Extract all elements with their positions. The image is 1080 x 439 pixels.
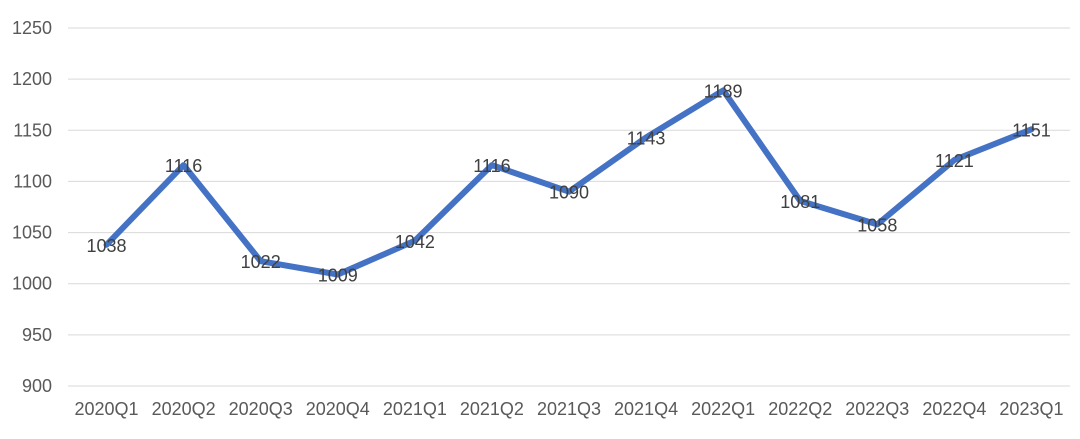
- x-tick-label: 2022Q2: [768, 399, 832, 419]
- y-tick-label: 1150: [13, 120, 52, 140]
- y-tick-label: 1250: [12, 18, 52, 38]
- series-line-0: [103, 87, 1035, 278]
- x-tick-label: 2021Q4: [614, 399, 678, 419]
- y-tick-label: 1200: [12, 69, 52, 89]
- data-label: 1038: [87, 236, 127, 256]
- y-tick-label: 1100: [13, 171, 52, 191]
- series-lines: [103, 87, 1035, 278]
- x-tick-label: 2022Q4: [922, 399, 986, 419]
- y-tick-label: 950: [22, 325, 52, 345]
- data-label: 1116: [473, 156, 510, 176]
- data-label: 1189: [704, 81, 743, 101]
- x-tick-label: 2020Q2: [152, 399, 216, 419]
- data-label: 1058: [857, 215, 897, 235]
- data-label: 1009: [318, 266, 358, 286]
- x-tick-label: 2021Q2: [460, 399, 524, 419]
- y-axis-tick-labels: 900 950 1000 1050 1100 1150 1200 1250: [12, 18, 52, 396]
- data-label: 1090: [549, 183, 589, 203]
- data-label: 1022: [241, 252, 281, 272]
- data-label: 1143: [627, 128, 666, 148]
- x-tick-label: 2022Q3: [845, 399, 909, 419]
- x-tick-label: 2020Q1: [75, 399, 139, 419]
- x-tick-label: 2022Q1: [691, 399, 755, 419]
- data-label: 1121: [935, 151, 974, 171]
- x-tick-label: 2020Q3: [229, 399, 293, 419]
- data-label: 1042: [395, 232, 435, 252]
- data-label: 1081: [780, 192, 820, 212]
- x-tick-label: 2023Q1: [999, 399, 1063, 419]
- x-tick-label: 2020Q4: [306, 399, 370, 419]
- y-tick-label: 900: [22, 376, 52, 396]
- x-tick-label: 2021Q3: [537, 399, 601, 419]
- data-label: 1151: [1012, 120, 1051, 140]
- y-tick-label: 1000: [12, 274, 52, 294]
- data-labels: 1038 1116 1022 1009 1042 1116 1090 1143 1189 1081…: [87, 81, 1051, 285]
- data-label: 1116: [165, 156, 202, 176]
- x-axis-tick-labels: 2020Q1 2020Q2 2020Q3 2020Q4 2021Q1 2021Q2 2021…: [75, 399, 1064, 419]
- x-tick-label: 2021Q1: [383, 399, 447, 419]
- y-tick-label: 1050: [12, 223, 52, 243]
